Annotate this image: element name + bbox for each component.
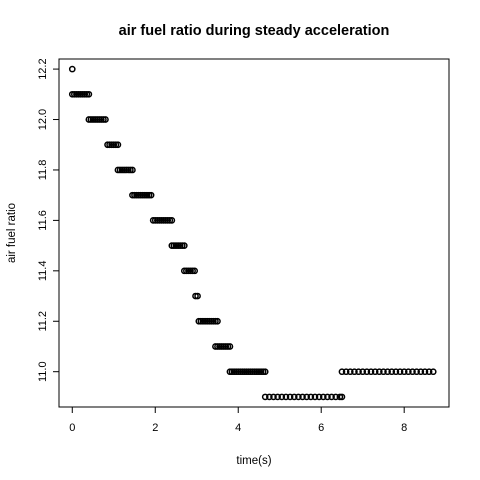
data-point: [303, 393, 311, 401]
x-tick-label: 6: [318, 422, 324, 434]
data-point: [278, 393, 286, 401]
data-point: [274, 393, 281, 401]
data-point: [290, 393, 298, 401]
x-axis-label: time(s): [236, 455, 271, 467]
y-tick-label: 11.0: [37, 361, 49, 382]
data-point: [180, 242, 188, 249]
data-point: [194, 292, 201, 300]
data-point: [338, 368, 346, 376]
data-point: [114, 141, 122, 149]
data-point: [266, 393, 273, 401]
data-point: [226, 343, 234, 350]
data-point: [425, 368, 433, 376]
data-point: [342, 368, 350, 376]
data-point: [261, 393, 269, 401]
y-axis: 11.0 11.2 11.4 11.6 11.8 12.0 12.2: [37, 58, 60, 382]
data-point: [286, 393, 294, 401]
data-point: [299, 393, 306, 401]
data-point: [68, 65, 76, 73]
x-tick-label: 4: [235, 422, 241, 434]
data-point: [355, 368, 362, 376]
data-point: [359, 368, 367, 376]
data-point: [346, 368, 354, 376]
data-point: [214, 317, 221, 325]
data-point: [392, 368, 400, 376]
data-point: [191, 267, 199, 275]
data-point: [307, 393, 315, 401]
y-tick-label: 11.2: [37, 311, 49, 332]
y-tick-label: 11.6: [37, 210, 49, 231]
y-tick-label: 11.8: [37, 160, 49, 181]
data-point: [363, 368, 371, 376]
data-point: [328, 393, 335, 401]
data-point: [319, 393, 327, 401]
chart-title: air fuel ratio during steady acceleratio…: [119, 23, 390, 39]
y-axis-label: air fuel ratio: [6, 203, 18, 263]
data-point: [324, 393, 331, 401]
data-point: [270, 393, 277, 401]
data-point: [282, 393, 290, 401]
data-point: [371, 368, 379, 376]
data-point: [375, 368, 383, 376]
data-point: [421, 368, 429, 376]
data-point: [332, 393, 340, 401]
data-point: [396, 368, 404, 376]
data-point: [417, 368, 425, 376]
x-axis: 0 2 4 6 8: [69, 406, 407, 434]
data-point: [102, 116, 109, 123]
data-point: [147, 191, 155, 199]
data-point: [351, 368, 358, 376]
data-point: [261, 368, 269, 376]
y-tick-label: 11.4: [37, 261, 49, 282]
x-tick-label: 0: [69, 422, 75, 434]
y-tick-label: 12.0: [37, 109, 49, 130]
data-point: [295, 393, 302, 401]
x-tick-label: 8: [401, 422, 407, 434]
data-point: [338, 393, 346, 401]
plot-frame: [58, 58, 450, 408]
data-point: [413, 368, 420, 376]
x-tick-label: 2: [152, 422, 158, 434]
data-point: [315, 393, 323, 401]
data-point: [388, 368, 396, 376]
data-point: [367, 368, 375, 376]
data-point: [380, 368, 387, 376]
data-point: [311, 393, 319, 401]
data-point: [168, 217, 176, 224]
data-point: [400, 368, 408, 376]
data-point: [129, 166, 136, 174]
data-points: [68, 65, 437, 401]
y-tick-label: 12.2: [37, 58, 49, 79]
data-point: [384, 368, 391, 376]
data-point: [85, 90, 93, 98]
data-point: [429, 368, 437, 376]
data-point: [404, 368, 412, 376]
data-point: [409, 368, 416, 376]
